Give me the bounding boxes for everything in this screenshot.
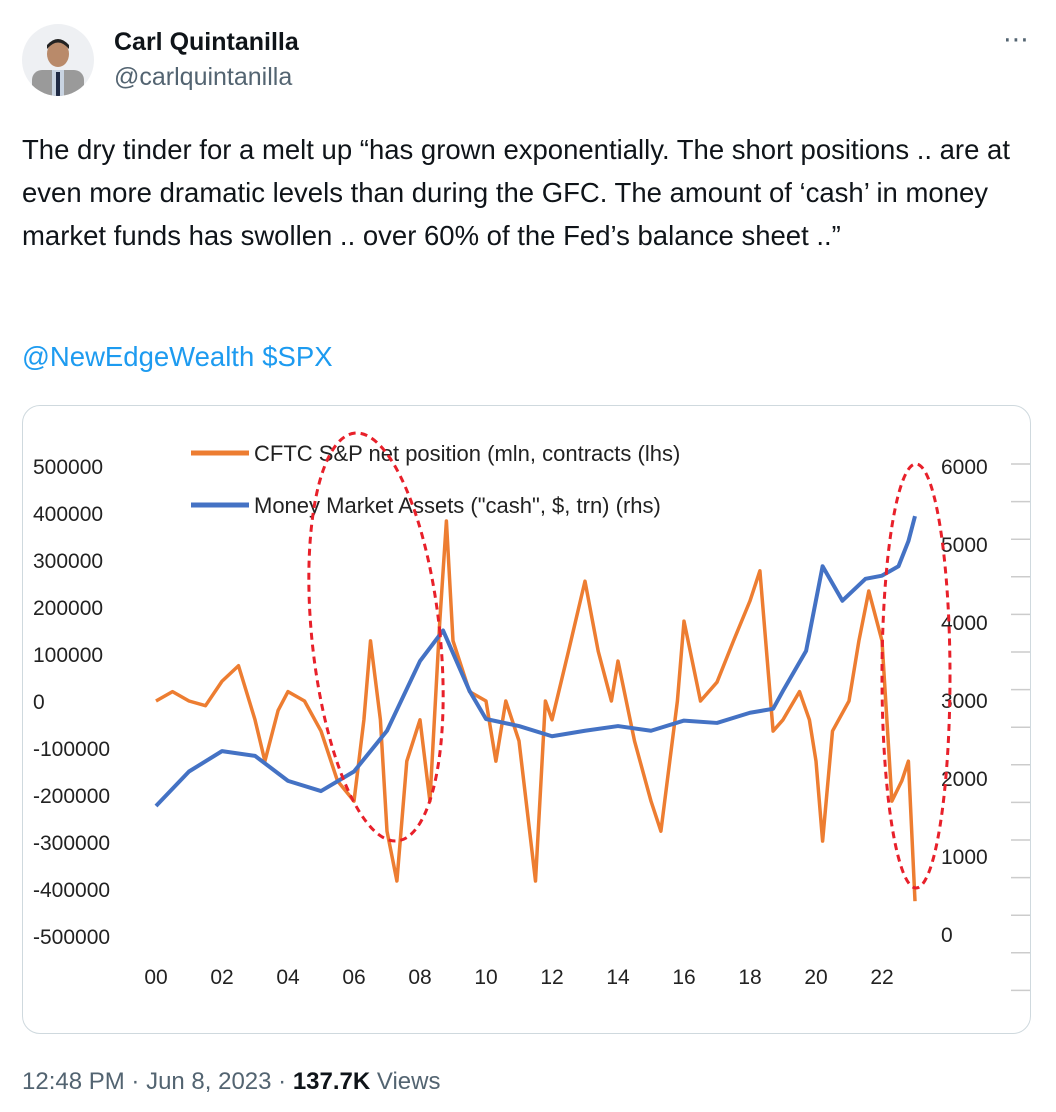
avatar[interactable]	[22, 24, 94, 96]
y-left-tick-label: -300000	[33, 832, 110, 855]
tweet-time[interactable]: 12:48 PM	[22, 1068, 125, 1095]
annotation-ellipse	[307, 431, 445, 843]
separator: ·	[124, 1068, 147, 1095]
y-left-tick-label: 500000	[33, 456, 103, 479]
x-tick-label: 14	[606, 966, 630, 989]
y-left-tick-label: 0	[33, 691, 45, 714]
x-tick-label: 06	[342, 966, 365, 989]
y-right-tick-label: 5000	[941, 534, 988, 557]
separator: ·	[271, 1068, 293, 1095]
y-left-tick-label: -200000	[33, 785, 110, 808]
y-right-tick-label: 2000	[941, 768, 988, 791]
x-tick-label: 18	[738, 966, 761, 989]
x-tick-label: 04	[276, 966, 300, 989]
mention-link[interactable]: @NewEdgeWealth	[22, 341, 255, 372]
y-right-tick-label: 0	[941, 924, 953, 947]
x-tick-label: 10	[474, 966, 497, 989]
y-left-tick-label: 400000	[33, 503, 103, 526]
author-name[interactable]: Carl Quintanilla	[114, 28, 299, 56]
tweet-date[interactable]: Jun 8, 2023	[146, 1068, 272, 1095]
y-left-tick-label: 100000	[33, 644, 103, 667]
tweet-text: The dry tinder for a melt up “has grown …	[22, 134, 1010, 251]
legend-label: CFTC S&P net position (mln, contracts (l…	[254, 441, 680, 466]
cashtag-link[interactable]: $SPX	[262, 341, 333, 372]
y-right-tick-label: 1000	[941, 846, 988, 869]
y-left-tick-label: -100000	[33, 738, 110, 761]
annotation-ellipse	[880, 462, 952, 890]
views-count: 137.7K	[292, 1068, 371, 1095]
x-tick-label: 08	[408, 966, 431, 989]
more-options-icon[interactable]: ⋯	[1003, 24, 1030, 54]
cftc-net-position-line	[155, 519, 917, 902]
x-tick-label: 02	[210, 966, 233, 989]
tweet-footer: 12:48 PM · Jun 8, 2023 · 137.7K Views	[22, 1068, 440, 1096]
y-left-tick-label: 300000	[33, 550, 103, 573]
x-tick-label: 22	[870, 966, 893, 989]
x-tick-label: 20	[804, 966, 827, 989]
chart: 5000004000003000002000001000000-100000-2…	[33, 431, 1030, 992]
tweet-links: @NewEdgeWealth $SPX	[22, 341, 341, 373]
x-tick-label: 00	[144, 966, 167, 989]
legend-label: Money Market Assets ("cash", $, trn) (rh…	[254, 493, 661, 518]
x-tick-label: 12	[540, 966, 563, 989]
y-right-tick-label: 4000	[941, 612, 988, 635]
money-market-line	[154, 515, 917, 808]
author-handle[interactable]: @carlquintanilla	[114, 63, 293, 91]
x-tick-label: 16	[672, 966, 695, 989]
y-left-tick-label: -400000	[33, 879, 110, 902]
y-left-tick-label: -500000	[33, 926, 110, 949]
y-right-tick-label: 3000	[941, 690, 988, 713]
y-right-tick-label: 6000	[941, 456, 988, 479]
views-label: Views	[376, 1068, 441, 1095]
avatar-photo	[32, 39, 84, 96]
y-left-tick-label: 200000	[33, 597, 103, 620]
chart-image[interactable]: 500000 400000 300000 200000 100000 0 -100000 -2…	[22, 405, 1031, 1034]
